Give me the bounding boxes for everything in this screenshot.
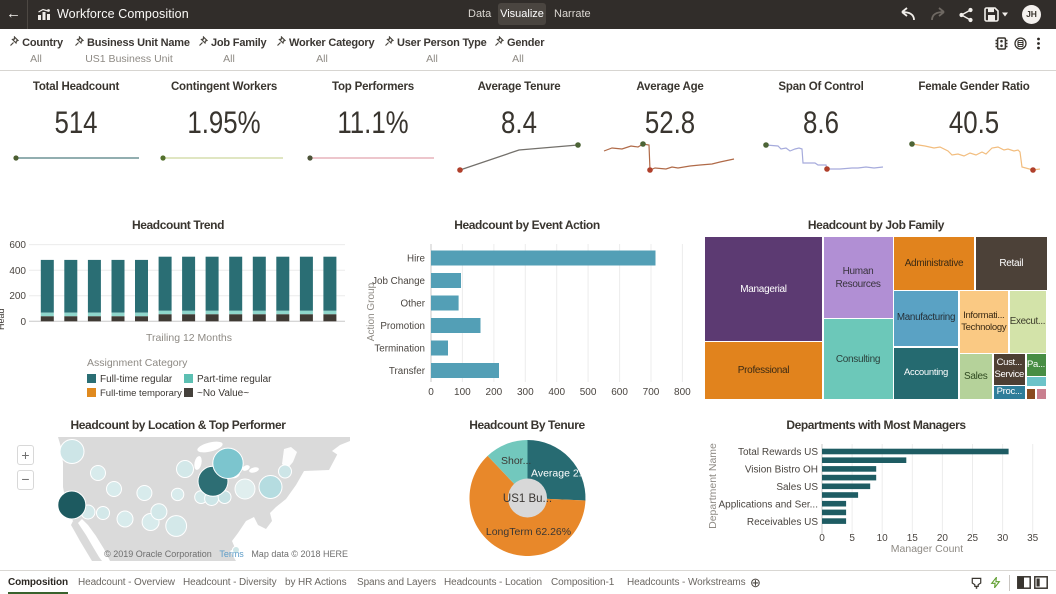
svg-text:700: 700	[643, 387, 660, 398]
svg-text:Transfer: Transfer	[389, 366, 426, 377]
svg-text:20: 20	[937, 533, 949, 544]
svg-text:Job Change: Job Change	[372, 276, 425, 287]
svg-text:25: 25	[967, 533, 979, 544]
svg-text:Average 2...: Average 2...	[531, 468, 587, 480]
svg-text:~No Value~: ~No Value~	[197, 388, 249, 399]
svg-text:0: 0	[20, 317, 26, 328]
svg-text:35: 35	[1027, 533, 1039, 544]
svg-text:15: 15	[907, 533, 919, 544]
svg-text:300: 300	[517, 387, 534, 398]
svg-text:200: 200	[486, 387, 503, 398]
svg-text:Action Group: Action Group	[366, 282, 377, 341]
svg-text:Termination: Termination	[374, 344, 425, 355]
svg-text:Assignment Category: Assignment Category	[87, 357, 188, 369]
svg-text:400: 400	[9, 266, 26, 277]
svg-text:500: 500	[580, 387, 597, 398]
svg-text:Department Name: Department Name	[707, 443, 719, 529]
svg-text:Trailing 12 Months: Trailing 12 Months	[146, 332, 232, 344]
svg-text:Applications and Ser...: Applications and Ser...	[718, 500, 818, 511]
svg-text:Manager Count: Manager Count	[891, 543, 963, 555]
svg-text:200: 200	[9, 291, 26, 302]
svg-text:LongTerm 62.26%: LongTerm 62.26%	[486, 526, 571, 538]
svg-text:5: 5	[849, 533, 855, 544]
svg-text:Full-time temporary: Full-time temporary	[100, 388, 182, 399]
svg-text:Receivables US: Receivables US	[747, 517, 818, 528]
svg-text:0: 0	[428, 387, 434, 398]
svg-text:400: 400	[548, 387, 565, 398]
svg-text:30: 30	[997, 533, 1009, 544]
svg-text:0: 0	[819, 533, 825, 544]
svg-text:100: 100	[454, 387, 471, 398]
svg-text:Hire: Hire	[407, 254, 426, 265]
svg-text:Shor...: Shor...	[501, 455, 531, 467]
svg-text:Total Rewards US: Total Rewards US	[738, 447, 818, 458]
svg-text:Promotion: Promotion	[380, 321, 425, 332]
svg-text:10: 10	[877, 533, 889, 544]
svg-text:600: 600	[9, 240, 26, 251]
svg-text:600: 600	[611, 387, 628, 398]
svg-text:800: 800	[674, 387, 691, 398]
svg-text:Full-time regular: Full-time regular	[100, 374, 173, 385]
svg-text:Other: Other	[400, 299, 425, 310]
svg-text:Vision Bistro OH: Vision Bistro OH	[745, 465, 818, 476]
svg-text:Part-time regular: Part-time regular	[197, 374, 272, 385]
svg-text:US1 Bu...: US1 Bu...	[503, 493, 552, 505]
svg-text:Sales US: Sales US	[776, 482, 818, 493]
